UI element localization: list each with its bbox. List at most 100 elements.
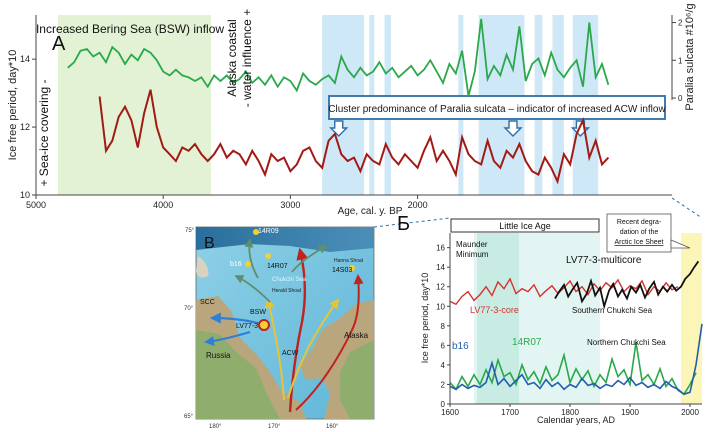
panel-b-y-axis-label: Ice free period, day*10 bbox=[420, 273, 430, 364]
bering-inflow-period-band bbox=[58, 15, 211, 195]
panel-a-chart: Cluster predominance of Paralia sulcata … bbox=[7, 3, 696, 217]
y-right-tick-label: 0 bbox=[678, 94, 683, 103]
b-y-tick-label: 4 bbox=[441, 361, 446, 370]
map-deep-basin bbox=[196, 227, 374, 252]
station-14s03-marker bbox=[349, 265, 355, 271]
x-tick-label: 3000 bbox=[280, 200, 300, 210]
paralia-sulcata-series-line bbox=[67, 18, 610, 97]
green-current-arrow bbox=[234, 275, 271, 303]
lv77-3-multicore-legend: LV77-3-multicore bbox=[566, 255, 642, 266]
b-y-tick-label: 8 bbox=[441, 322, 446, 331]
cluster-annotation-group: Cluster predominance of Paralia sulcata … bbox=[328, 95, 666, 120]
acw-label: ACW bbox=[282, 350, 299, 357]
panel-b-x-axis-label: Calendar years, AD bbox=[537, 415, 616, 425]
recent-degradation-band bbox=[681, 233, 702, 404]
acw-down-arrow bbox=[329, 120, 349, 137]
b-x-tick-label: 2000 bbox=[681, 408, 699, 417]
recent-callout-box bbox=[606, 213, 672, 253]
panel-a-right-axis-label: Paralia sulcata #10⁶/g bbox=[684, 3, 696, 110]
bsw-label: BSW bbox=[250, 309, 266, 316]
station-b16-label: b16 bbox=[230, 261, 242, 268]
chukchi-sea-label: Chukchi Sea bbox=[272, 277, 307, 283]
northern-chukchi-label: Northern Chukchi Sea bbox=[587, 338, 666, 347]
scc-label: SCC bbox=[200, 299, 215, 306]
connector-left bbox=[373, 217, 451, 228]
ice-free-period-series-line bbox=[98, 89, 610, 185]
b-x-tick-label: 1700 bbox=[501, 408, 519, 417]
lv77-3-core-legend: LV77-3-core bbox=[470, 305, 519, 315]
b-x-tick-label: 1900 bbox=[621, 408, 639, 417]
14r07-series-line bbox=[449, 342, 697, 396]
acw-down-arrow bbox=[503, 120, 523, 137]
y-left-tick-label: 14 bbox=[20, 54, 30, 64]
green-current-arrow-ne bbox=[291, 245, 328, 273]
scc-current-arrow-lower bbox=[204, 331, 251, 346]
y-left-tick-label: 12 bbox=[20, 122, 30, 132]
alaska-annotation-line1: Alaska coastal bbox=[225, 19, 239, 96]
14r07-legend: 14R07 bbox=[512, 337, 542, 348]
bering-annotation: Increased Bering Sea (BSW) inflow bbox=[36, 22, 224, 36]
b-y-tick-label: 14 bbox=[436, 263, 445, 272]
b-x-tick-label: 1800 bbox=[561, 408, 579, 417]
y-right-tick-label: 1 bbox=[678, 56, 683, 65]
x-tick-label: 4000 bbox=[153, 200, 173, 210]
map-alaska-lowland bbox=[340, 340, 374, 419]
y-left-tick-label: 10 bbox=[20, 190, 30, 200]
recent-callout-line1: Recent degra- bbox=[617, 219, 662, 226]
recent-callout-pointer bbox=[670, 239, 691, 249]
little-ice-age-box bbox=[450, 218, 600, 233]
b-y-tick-label: 16 bbox=[436, 244, 445, 253]
station-14r07-marker bbox=[265, 253, 271, 259]
bsw-current-arrow bbox=[264, 298, 285, 401]
alaska-label: Alaska bbox=[344, 331, 369, 340]
station-lv77-3-marker bbox=[258, 319, 270, 331]
lat-tick-65: 65° bbox=[184, 414, 194, 420]
station-14s03-label: 14S03 bbox=[332, 267, 352, 274]
lon-tick-170: 170° bbox=[268, 424, 281, 430]
acw-arrows bbox=[329, 120, 591, 137]
panel-b-label: Б bbox=[397, 213, 410, 235]
panel-b-chart: Little Ice Age Maunder Minimum Recent de… bbox=[373, 197, 703, 425]
y-right-tick-label: 2 bbox=[678, 19, 683, 28]
map-russia-lowland bbox=[196, 330, 280, 419]
acw-current-arrow-east bbox=[295, 274, 364, 411]
b-y-tick-label: 12 bbox=[436, 283, 445, 292]
b-y-tick-label: 0 bbox=[441, 400, 446, 409]
station-14r07-label: 14R07 bbox=[267, 263, 288, 270]
lat-tick-70: 70° bbox=[184, 306, 194, 312]
herald-shoal-label: Herald Shoal bbox=[272, 288, 301, 294]
green-current-arrow-north bbox=[244, 238, 259, 279]
cluster-annotation-text: Cluster predominance of Paralia sulcata … bbox=[328, 104, 666, 115]
lat-tick-75: 75° bbox=[185, 228, 195, 234]
station-lv77-3-label: LV77-3 bbox=[236, 323, 258, 330]
b-y-tick-label: 10 bbox=[436, 302, 445, 311]
panel-a-label: A bbox=[52, 33, 66, 55]
map-panel-label: B bbox=[204, 235, 215, 252]
station-14r09-marker bbox=[253, 229, 259, 235]
lon-tick-180: 180° bbox=[209, 424, 222, 430]
b-y-tick-label: 2 bbox=[441, 380, 446, 389]
b16-legend: b16 bbox=[452, 341, 469, 352]
panel-b-ticks: 1600 1700 1800 1900 2000 0 2 4 6 8 10 12 14 16 bbox=[436, 244, 699, 417]
alaska-annotation-line2: - water influence + bbox=[240, 9, 254, 107]
lon-tick-160: 160° bbox=[326, 424, 339, 430]
x-tick-label: 2000 bbox=[408, 200, 428, 210]
sea-ice-annotation: + Sea-ice covering - bbox=[37, 79, 51, 186]
little-ice-age-label: Little Ice Age bbox=[499, 221, 551, 231]
station-14r09-label: 14R09 bbox=[258, 228, 279, 235]
map-wrangel-island bbox=[196, 256, 209, 278]
recent-callout-line2: dation of the bbox=[620, 229, 659, 236]
recent-callout-line3: Arctic Ice Sheet bbox=[614, 239, 663, 246]
southern-chukchi-label: Southern Chukchi Sea bbox=[572, 306, 653, 315]
lv77-3-multicore-series-line bbox=[554, 260, 700, 310]
bsw-current-arrow-east bbox=[287, 298, 340, 399]
panel-a-x-axis-label: Age, cal. y. BP bbox=[338, 206, 403, 217]
station-b16-marker bbox=[245, 261, 251, 267]
x-tick-label: 5000 bbox=[26, 200, 46, 210]
maunder-label-line2: Minimum bbox=[456, 250, 489, 259]
connector-right bbox=[671, 197, 703, 219]
panel-a-left-axis-label: Ice free period, day*10 bbox=[7, 50, 19, 161]
b-y-tick-label: 6 bbox=[441, 341, 446, 350]
